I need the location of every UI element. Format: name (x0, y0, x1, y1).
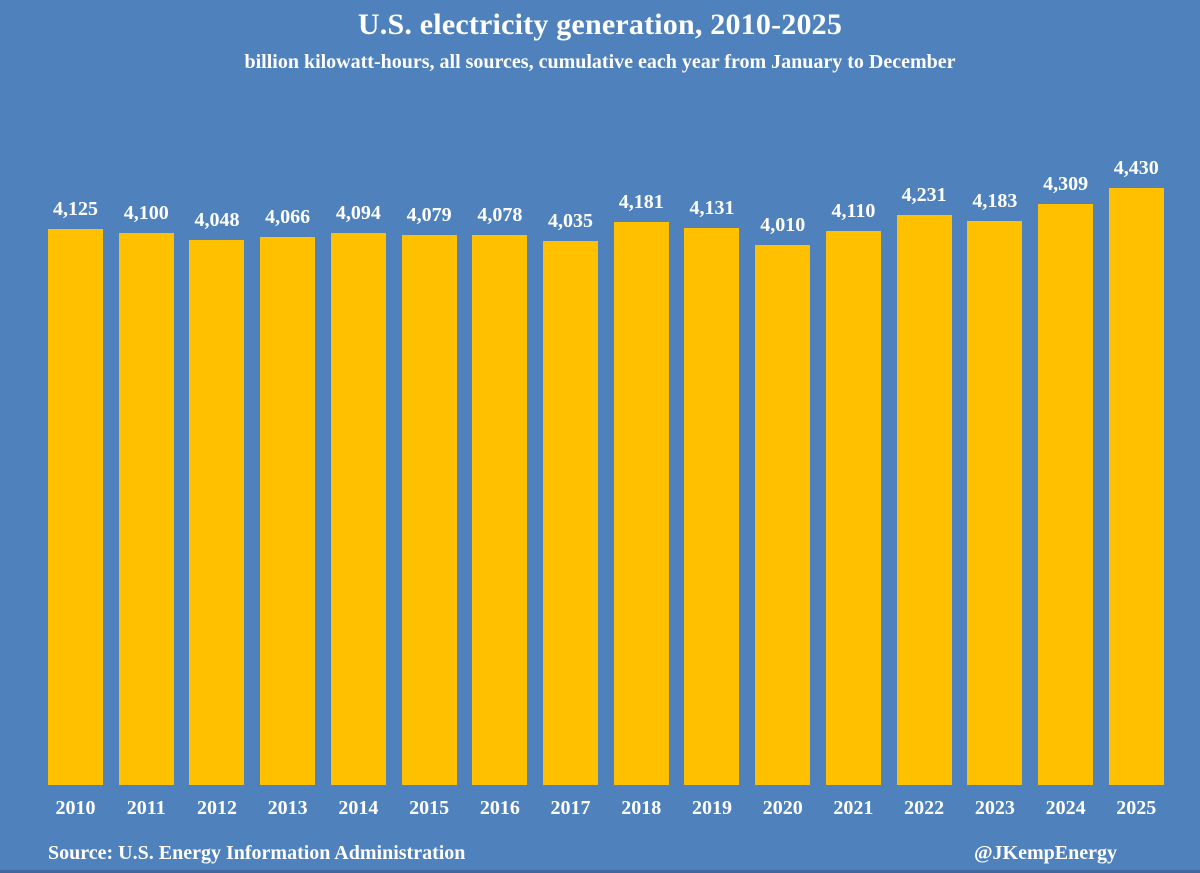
bar-column: 4,125 (48, 198, 103, 785)
bar-column: 4,131 (684, 197, 740, 785)
bar-value-label: 4,079 (406, 204, 452, 227)
bar (896, 214, 952, 785)
year-label: 2021 (833, 796, 874, 819)
bar-column: 4,309 (1038, 173, 1094, 785)
bar-value-label: 4,010 (760, 213, 806, 236)
bar-value-label: 4,110 (831, 200, 876, 223)
bar-column: 4,066 (260, 206, 316, 785)
bar-column: 4,079 (401, 204, 457, 785)
bar-value-label: 4,131 (689, 197, 735, 220)
bar-column: 4,100 (118, 201, 174, 785)
bar-value-label: 4,430 (1113, 157, 1159, 179)
chart-header: U.S. electricity generation, 2010-2025 b… (0, 0, 1200, 75)
bar (755, 244, 811, 785)
year-label: 2016 (479, 796, 520, 819)
bar (472, 235, 528, 785)
bottom-edge-line (0, 870, 1200, 873)
bar-value-label: 4,125 (53, 198, 98, 221)
bar-column: 4,078 (472, 204, 528, 785)
plot-area: 4,125 4,100 4,048 4,066 4,094 4,079 4,078 4,035… (0, 75, 1200, 785)
year-label: 2025 (1116, 796, 1157, 819)
bar (613, 221, 669, 785)
bar (543, 241, 599, 785)
bar-value-label: 4,078 (477, 204, 523, 227)
bar (330, 233, 386, 785)
bar-column: 4,231 (896, 183, 952, 785)
bar-value-label: 4,100 (123, 201, 169, 224)
source-note: Source: U.S. Energy Information Administ… (48, 842, 466, 864)
chart-subtitle: billion kilowatt-hours, all sources, cum… (244, 51, 956, 73)
bar (825, 231, 881, 785)
year-label: 2024 (1045, 796, 1086, 819)
bar (260, 237, 316, 785)
chart-footer: Source: U.S. Energy Information Administ… (0, 840, 1200, 866)
year-label: 2020 (762, 796, 803, 819)
year-label: 2013 (267, 796, 308, 819)
bar (118, 232, 174, 785)
bar (1038, 204, 1094, 785)
bar-value-label: 4,094 (335, 202, 381, 225)
bar-value-label: 4,183 (972, 190, 1018, 213)
bar-column: 4,430 (1108, 157, 1164, 785)
bar-value-label: 4,181 (618, 190, 664, 213)
year-label: 2018 (621, 796, 662, 819)
bar-column: 4,035 (543, 210, 599, 785)
chart-title: U.S. electricity generation, 2010-2025 (357, 8, 843, 41)
bar-value-label: 4,066 (265, 206, 311, 229)
bar (401, 235, 457, 785)
bar-column: 4,048 (189, 208, 245, 785)
bar (48, 229, 103, 785)
bar-value-label: 4,231 (901, 183, 947, 206)
year-label: 2017 (550, 796, 591, 819)
year-label: 2019 (691, 796, 732, 819)
bar-column: 4,094 (330, 202, 386, 785)
year-label: 2022 (904, 796, 945, 819)
year-label: 2014 (338, 796, 379, 819)
year-label: 2023 (974, 796, 1015, 819)
bar (189, 239, 245, 785)
bar-value-label: 4,035 (548, 210, 594, 233)
bar-column: 4,183 (967, 190, 1023, 785)
bar (1108, 188, 1164, 785)
year-label: 2010 (55, 796, 96, 819)
year-label: 2015 (409, 796, 450, 819)
author-handle: @JKempEnergy (973, 842, 1117, 864)
year-label: 2012 (196, 796, 237, 819)
bar-value-label: 4,048 (194, 208, 240, 231)
bar-column: 4,110 (825, 200, 881, 785)
x-axis-labels: 2010 2011 2012 2013 2014 2015 2016 2017 2018 2019… (0, 785, 1200, 831)
year-label: 2011 (126, 796, 166, 819)
bar-column: 4,181 (613, 190, 669, 785)
bar-column: 4,010 (755, 213, 811, 785)
bar-value-label: 4,309 (1043, 173, 1089, 196)
bar (967, 221, 1023, 785)
bar (684, 228, 740, 785)
